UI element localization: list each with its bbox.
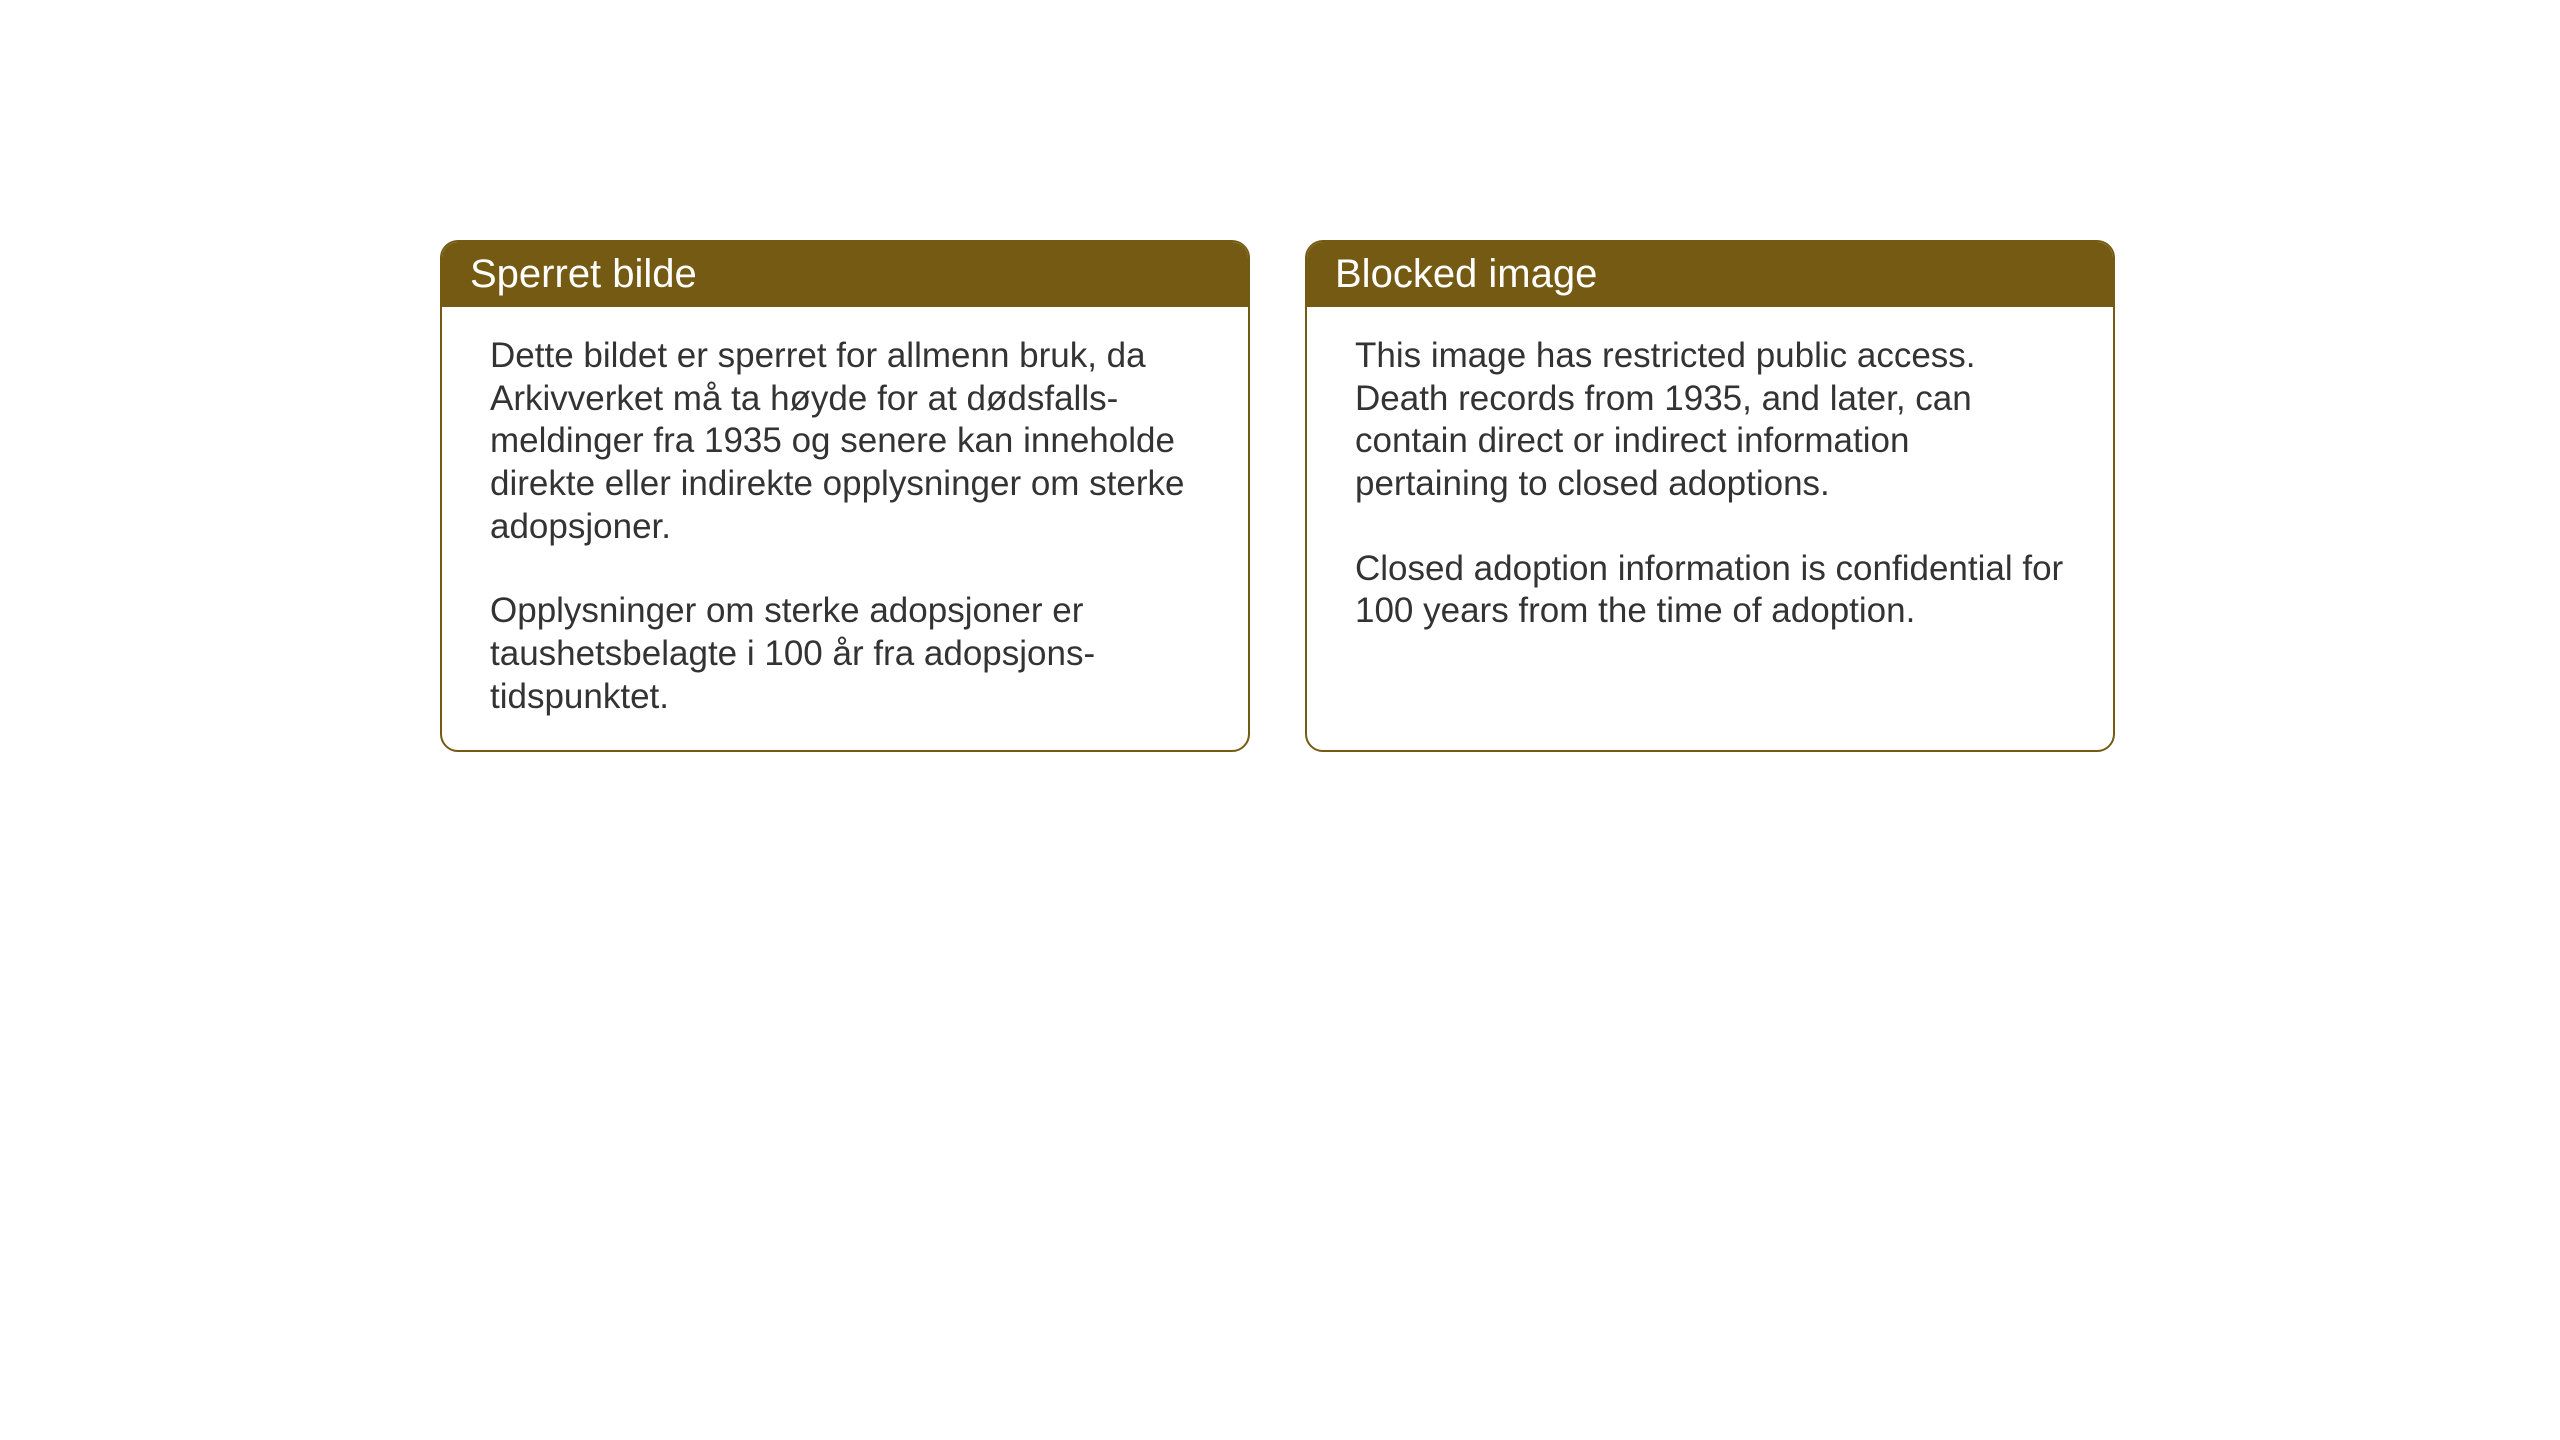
- english-paragraph-2: Closed adoption information is confident…: [1355, 548, 2065, 633]
- norwegian-card-body: Dette bildet er sperret for allmenn bruk…: [442, 307, 1248, 752]
- norwegian-card-header: Sperret bilde: [442, 242, 1248, 307]
- norwegian-paragraph-1: Dette bildet er sperret for allmenn bruk…: [490, 335, 1200, 548]
- english-paragraph-1: This image has restricted public access.…: [1355, 335, 2065, 506]
- english-card-title: Blocked image: [1335, 252, 1597, 296]
- norwegian-card: Sperret bilde Dette bildet er sperret fo…: [440, 240, 1250, 752]
- english-card-header: Blocked image: [1307, 242, 2113, 307]
- norwegian-paragraph-2: Opplysninger om sterke adopsjoner er tau…: [490, 590, 1200, 718]
- cards-container: Sperret bilde Dette bildet er sperret fo…: [0, 0, 2560, 752]
- english-card-body: This image has restricted public access.…: [1307, 307, 2113, 669]
- english-card: Blocked image This image has restricted …: [1305, 240, 2115, 752]
- norwegian-card-title: Sperret bilde: [470, 252, 697, 296]
